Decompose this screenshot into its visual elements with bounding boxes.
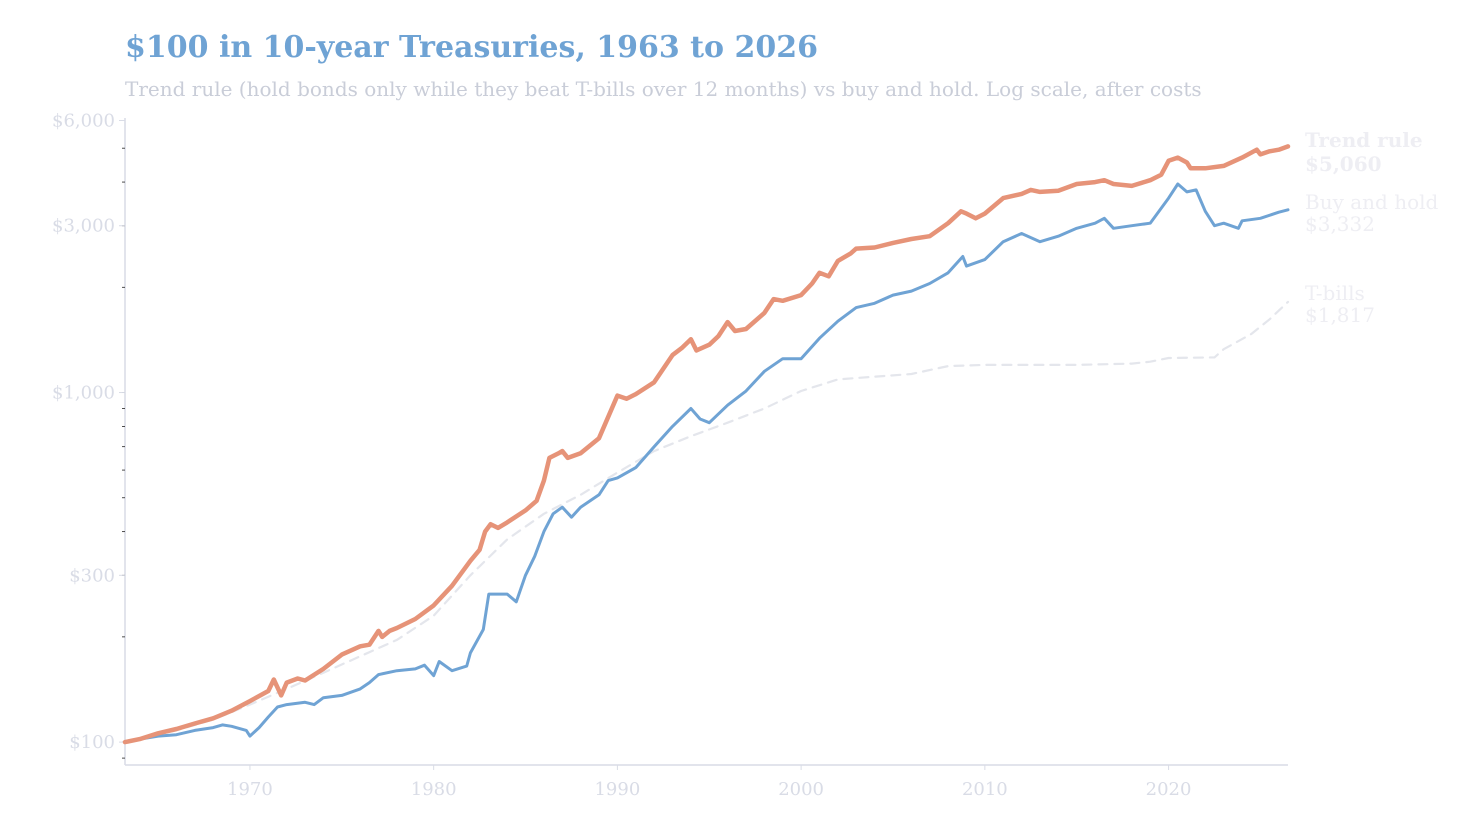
end-labels: Trend rule$5,060 Buy and hold$3,332 T-bill… [1305,128,1439,327]
y-tick-label: $1,000 [52,383,115,404]
series-end-value: $5,060 [1305,152,1382,176]
chart-title: $100 in 10-year Treasuries, 1963 to 2026 [125,30,818,65]
series-end-value: $3,332 [1305,212,1375,236]
x-tick-label: 2020 [1146,779,1192,800]
end-label-trend: Trend rule$5,060 [1305,128,1423,176]
end-label-tbills: T-bills$1,817 [1305,281,1375,327]
series-line-buyhold [123,182,1290,744]
chart-subtitle: Trend rule (hold bonds only while they b… [125,77,1202,101]
series-name-label: Buy and hold [1305,190,1439,214]
chart-axes: $100 $300 $1,000 $3,000 $6,000 1970 1980 1990 20… [52,111,1288,800]
x-tick-label: 1990 [594,779,640,800]
y-tick-label: $100 [69,732,115,753]
y-tick-label: $6,000 [52,111,115,132]
y-tick-label: $3,000 [52,216,115,237]
series-line-trend [122,144,1291,745]
x-tick-label: 2010 [962,779,1008,800]
end-label-buyhold: Buy and hold$3,332 [1305,190,1439,236]
x-tick-label: 2000 [778,779,824,800]
series-layer [122,144,1291,745]
y-tick-label: $300 [69,565,115,586]
series-line-tbills [123,300,1290,744]
x-tick-label: 1970 [227,779,273,800]
series-name-label: Trend rule [1305,128,1423,152]
series-name-label: T-bills [1305,281,1365,305]
x-tick-label: 1980 [411,779,457,800]
series-end-value: $1,817 [1305,303,1375,327]
